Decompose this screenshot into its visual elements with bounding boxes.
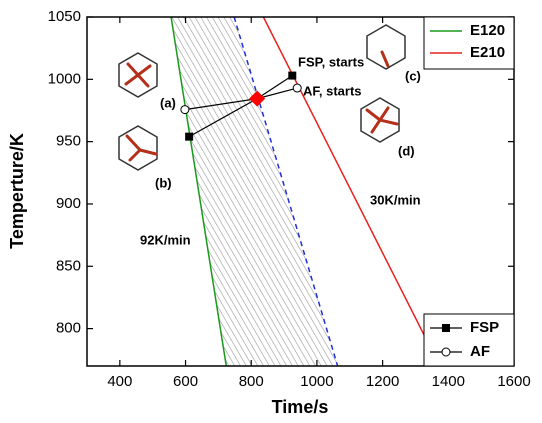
x-tick-label: 1200 — [366, 373, 399, 390]
x-tick-label: 800 — [239, 373, 264, 390]
annotation: (b) — [155, 175, 172, 190]
icons — [118, 24, 406, 171]
y-axis-label: Temperture/K — [7, 133, 27, 249]
point — [185, 132, 194, 141]
y-tick-label: 950 — [56, 133, 81, 150]
point — [288, 71, 297, 80]
y-tick-label: 850 — [56, 257, 81, 274]
connector — [256, 87, 298, 100]
annotation: (d) — [398, 143, 415, 158]
x-tick-label: 1600 — [497, 373, 530, 390]
x-tick-label: 400 — [107, 373, 132, 390]
boundary-line — [233, 17, 339, 366]
legend-label: AF — [470, 343, 490, 360]
legend-box — [423, 16, 515, 70]
connector — [188, 98, 258, 138]
plot-area — [170, 17, 441, 366]
x-tick-label: 1000 — [300, 373, 333, 390]
y-tick-label: 800 — [56, 320, 81, 337]
legend-label: FSP — [470, 319, 499, 336]
annotation: 92K/min — [140, 232, 191, 247]
legend-marker — [442, 324, 450, 332]
plot-frame — [86, 16, 515, 367]
point — [180, 105, 190, 115]
annotation: AF, starts — [303, 83, 362, 98]
legend-label: E210 — [470, 44, 505, 61]
legend-label: E120 — [470, 22, 505, 39]
y-tick-label: 1000 — [48, 70, 81, 87]
annotation: (c) — [405, 68, 421, 83]
x-tick-label: 1400 — [432, 373, 465, 390]
point — [292, 83, 302, 93]
intersection — [249, 90, 266, 107]
x-axis-label: Time/s — [272, 397, 329, 417]
legend-marker — [441, 347, 451, 357]
annotation: FSP, starts — [298, 54, 364, 69]
x-tick-label: 600 — [173, 373, 198, 390]
annotation: (a) — [160, 95, 176, 110]
connector — [256, 75, 293, 100]
y-tick-label: 900 — [56, 195, 81, 212]
series-line — [170, 17, 228, 366]
annotation: 30K/min — [370, 192, 421, 207]
legend-box — [423, 313, 515, 367]
connector — [184, 98, 258, 111]
y-tick-label: 1050 — [48, 8, 81, 25]
